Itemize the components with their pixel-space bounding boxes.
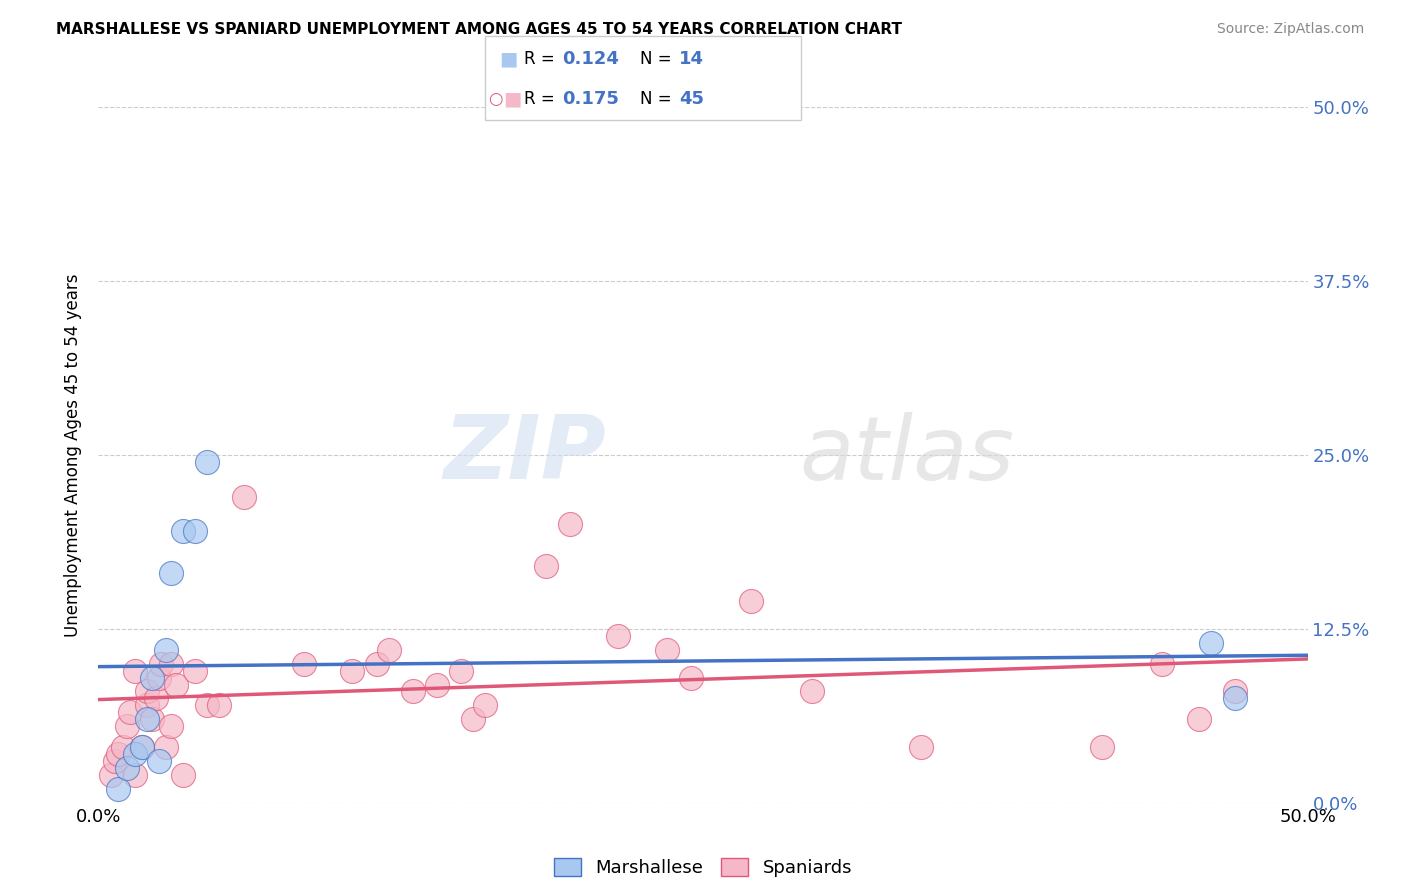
Y-axis label: Unemployment Among Ages 45 to 54 years: Unemployment Among Ages 45 to 54 years	[65, 273, 83, 637]
Point	[607, 629, 630, 643]
Point	[107, 747, 129, 761]
Point	[117, 719, 139, 733]
Point	[184, 524, 207, 539]
Text: Source: ZipAtlas.com: Source: ZipAtlas.com	[1216, 22, 1364, 37]
Text: 45: 45	[679, 90, 704, 108]
Point	[366, 657, 388, 671]
Point	[377, 642, 399, 657]
Legend: Marshallese, Spaniards: Marshallese, Spaniards	[547, 850, 859, 884]
Point	[155, 740, 177, 755]
Text: ■: ■	[503, 90, 522, 109]
Point	[135, 684, 157, 698]
Point	[124, 768, 146, 782]
Point	[160, 566, 183, 581]
Point	[426, 677, 449, 691]
Point	[141, 712, 163, 726]
Point	[402, 684, 425, 698]
Point	[172, 768, 194, 782]
Point	[679, 671, 702, 685]
Text: ZIP: ZIP	[443, 411, 606, 499]
Point	[165, 677, 187, 691]
Point	[135, 712, 157, 726]
Point	[135, 698, 157, 713]
Point	[1188, 712, 1211, 726]
Point	[1223, 684, 1246, 698]
Text: MARSHALLESE VS SPANIARD UNEMPLOYMENT AMONG AGES 45 TO 54 YEARS CORRELATION CHART: MARSHALLESE VS SPANIARD UNEMPLOYMENT AMO…	[56, 22, 903, 37]
Point	[150, 657, 173, 671]
Point	[148, 671, 170, 685]
Point	[104, 754, 127, 768]
Text: 0.175: 0.175	[562, 90, 619, 108]
Point	[800, 684, 823, 698]
Text: R =: R =	[524, 90, 561, 108]
Text: 0.124: 0.124	[562, 51, 619, 69]
Point	[740, 594, 762, 608]
Point	[910, 740, 932, 755]
Point	[1199, 636, 1222, 650]
Point	[534, 559, 557, 574]
Point	[208, 698, 231, 713]
Text: R =: R =	[524, 51, 561, 69]
Point	[100, 768, 122, 782]
Point	[124, 747, 146, 761]
Text: atlas: atlas	[800, 412, 1015, 498]
Point	[655, 642, 678, 657]
Point	[107, 781, 129, 796]
Text: ○: ○	[488, 90, 502, 108]
Text: ■: ■	[499, 50, 517, 69]
Point	[111, 740, 134, 755]
Point	[463, 712, 485, 726]
Point	[141, 671, 163, 685]
Point	[145, 691, 167, 706]
Point	[1091, 740, 1114, 755]
Point	[160, 657, 183, 671]
Point	[474, 698, 496, 713]
Point	[232, 490, 254, 504]
Point	[184, 664, 207, 678]
Point	[172, 524, 194, 539]
Point	[117, 761, 139, 775]
Point	[292, 657, 315, 671]
Point	[558, 517, 581, 532]
Text: N =: N =	[640, 51, 676, 69]
Point	[195, 698, 218, 713]
Point	[450, 664, 472, 678]
Point	[148, 754, 170, 768]
Point	[1152, 657, 1174, 671]
Point	[131, 740, 153, 755]
Text: 14: 14	[679, 51, 704, 69]
Point	[124, 664, 146, 678]
Point	[118, 706, 141, 720]
Point	[131, 740, 153, 755]
Point	[195, 455, 218, 469]
Point	[160, 719, 183, 733]
Point	[155, 642, 177, 657]
Point	[1223, 691, 1246, 706]
Text: N =: N =	[640, 90, 676, 108]
Point	[342, 664, 364, 678]
